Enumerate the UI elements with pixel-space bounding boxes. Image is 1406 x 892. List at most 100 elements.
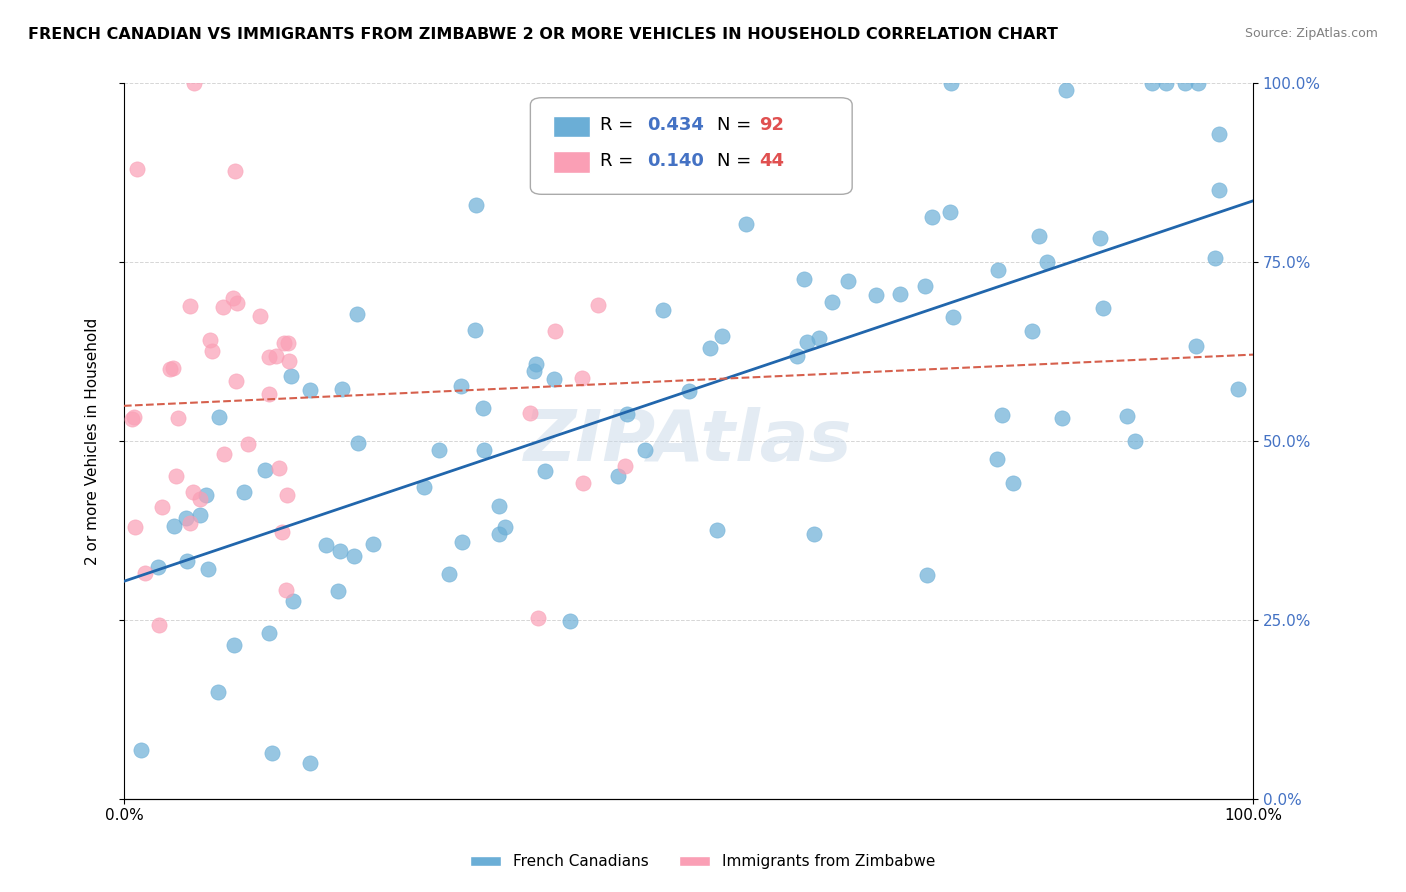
- Point: [921, 210, 943, 224]
- Point: [269, 460, 291, 475]
- Point: [253, 463, 276, 477]
- FancyBboxPatch shape: [553, 116, 591, 137]
- Point: [939, 205, 962, 219]
- Point: [494, 520, 516, 534]
- Point: [488, 526, 510, 541]
- Text: ZIPAtlas: ZIPAtlas: [524, 407, 852, 475]
- Point: [1208, 128, 1230, 142]
- Point: [634, 443, 657, 458]
- Point: [1092, 301, 1115, 315]
- Point: [225, 374, 247, 388]
- Point: [793, 145, 815, 160]
- Point: [488, 500, 510, 514]
- Point: [558, 614, 581, 628]
- Point: [699, 341, 721, 355]
- Point: [195, 488, 218, 502]
- Point: [1021, 324, 1043, 338]
- Point: [523, 363, 546, 377]
- Point: [183, 77, 205, 91]
- Point: [273, 336, 295, 351]
- Point: [121, 412, 143, 426]
- Point: [613, 458, 636, 473]
- Point: [257, 351, 280, 365]
- Point: [710, 328, 733, 343]
- Point: [821, 294, 844, 309]
- Point: [249, 309, 271, 323]
- Point: [942, 310, 965, 324]
- Text: Source: ZipAtlas.com: Source: ZipAtlas.com: [1244, 27, 1378, 40]
- Point: [207, 409, 229, 424]
- Point: [533, 464, 555, 478]
- Point: [179, 516, 201, 531]
- Text: 92: 92: [759, 116, 785, 134]
- Point: [572, 475, 595, 490]
- Point: [134, 566, 156, 581]
- Text: N =: N =: [717, 152, 756, 169]
- Point: [328, 584, 350, 599]
- Point: [162, 519, 184, 533]
- Y-axis label: 2 or more Vehicles in Household: 2 or more Vehicles in Household: [86, 318, 100, 565]
- Point: [1088, 231, 1111, 245]
- Point: [837, 274, 859, 288]
- Point: [678, 384, 700, 398]
- Point: [276, 488, 298, 502]
- Point: [197, 561, 219, 575]
- Point: [524, 357, 547, 371]
- Point: [616, 408, 638, 422]
- Point: [224, 164, 246, 178]
- Point: [605, 159, 627, 173]
- Point: [464, 323, 486, 337]
- Point: [181, 485, 204, 500]
- Point: [914, 279, 936, 293]
- Text: R =: R =: [600, 152, 640, 169]
- Point: [277, 354, 299, 368]
- Point: [939, 77, 962, 91]
- Point: [1125, 434, 1147, 448]
- Point: [224, 638, 246, 652]
- Point: [270, 525, 292, 540]
- Point: [450, 535, 472, 549]
- Point: [1050, 410, 1073, 425]
- Point: [148, 560, 170, 574]
- Text: R =: R =: [600, 116, 640, 134]
- Point: [1001, 476, 1024, 491]
- Point: [274, 582, 297, 597]
- Point: [233, 484, 256, 499]
- Point: [298, 383, 321, 397]
- FancyBboxPatch shape: [553, 152, 591, 173]
- Legend: French Canadians, Immigrants from Zimbabwe: French Canadians, Immigrants from Zimbab…: [464, 848, 942, 875]
- Point: [786, 349, 808, 363]
- Point: [329, 544, 352, 558]
- Point: [652, 303, 675, 318]
- Point: [792, 272, 814, 286]
- Point: [148, 618, 170, 632]
- Point: [450, 379, 472, 393]
- Point: [986, 451, 1008, 466]
- Point: [1208, 183, 1230, 197]
- Point: [527, 611, 550, 625]
- Point: [915, 568, 938, 582]
- Point: [236, 437, 259, 451]
- Point: [127, 162, 149, 177]
- FancyBboxPatch shape: [530, 98, 852, 194]
- Point: [211, 301, 233, 315]
- Point: [464, 198, 486, 212]
- Point: [226, 296, 249, 310]
- Point: [124, 520, 146, 534]
- Point: [330, 383, 353, 397]
- Point: [607, 468, 630, 483]
- Point: [176, 553, 198, 567]
- Point: [731, 166, 754, 180]
- Point: [257, 387, 280, 401]
- Point: [159, 361, 181, 376]
- Point: [174, 511, 197, 525]
- Point: [179, 299, 201, 313]
- Point: [162, 361, 184, 376]
- Point: [222, 291, 245, 305]
- Point: [1187, 77, 1209, 91]
- Point: [571, 371, 593, 385]
- Point: [315, 538, 337, 552]
- Point: [131, 743, 153, 757]
- Point: [122, 410, 145, 425]
- Point: [706, 523, 728, 537]
